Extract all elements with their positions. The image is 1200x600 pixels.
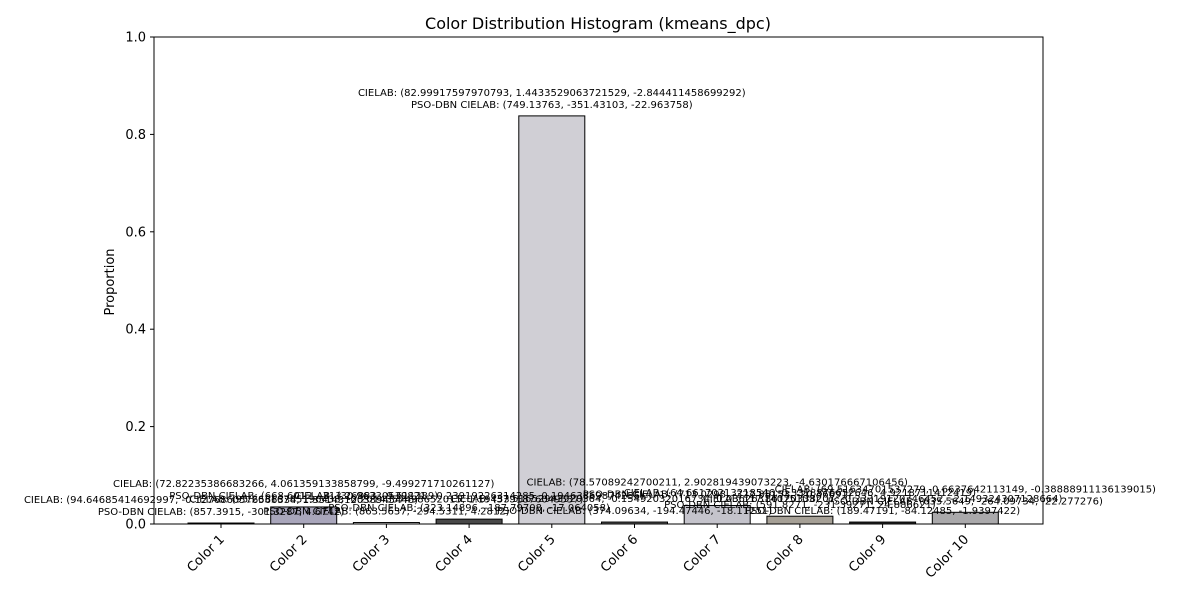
bar-annotation: CIELAB: (95.26316785196438, -0.201435749…: [189, 495, 583, 518]
bar-4: [435, 518, 503, 525]
y-tick-label: 0.2: [125, 420, 146, 435]
y-tick-label: 0.0: [125, 518, 146, 533]
bar-annotation: CIELAB: (69.51634701537279, 0.6637642113…: [775, 484, 1156, 507]
bar-annotation: CIELAB: (17.86120338207, -0.233191207464…: [703, 494, 1063, 517]
bar-annotation: CIELAB: (37.51652943920364, -0.154920320…: [450, 494, 819, 517]
plot-frame: [153, 36, 1044, 525]
bar-8: [766, 515, 834, 525]
y-tick-label: 0.4: [125, 323, 146, 338]
bar-annotation: CIELAB: (82.99917597970793, 1.4433529063…: [358, 88, 746, 111]
y-tick-label: 1.0: [125, 31, 146, 46]
bar-annotation: CIELAB: (30.96330539821, -0.239192263142…: [294, 491, 644, 514]
bar-annotation: CIELAB: (78.57089242700211, 2.9028194390…: [527, 477, 908, 500]
y-tick-label: 0.6: [125, 225, 146, 240]
bar-annotation: CIELAB: (94.64685414692997, -0.127686057…: [24, 495, 418, 518]
y-tick-label: 0.8: [125, 128, 146, 143]
bar-5: [518, 115, 586, 525]
chart-title: Color Distribution Histogram (kmeans_dpc…: [425, 14, 771, 34]
y-axis-label: Proportion: [103, 248, 118, 315]
bar-annotation: CIELAB: (64.66170213218546, 0.3318876652…: [624, 488, 976, 511]
bar-annotation: CIELAB: (72.82235386683266, 4.0613591338…: [113, 479, 494, 502]
